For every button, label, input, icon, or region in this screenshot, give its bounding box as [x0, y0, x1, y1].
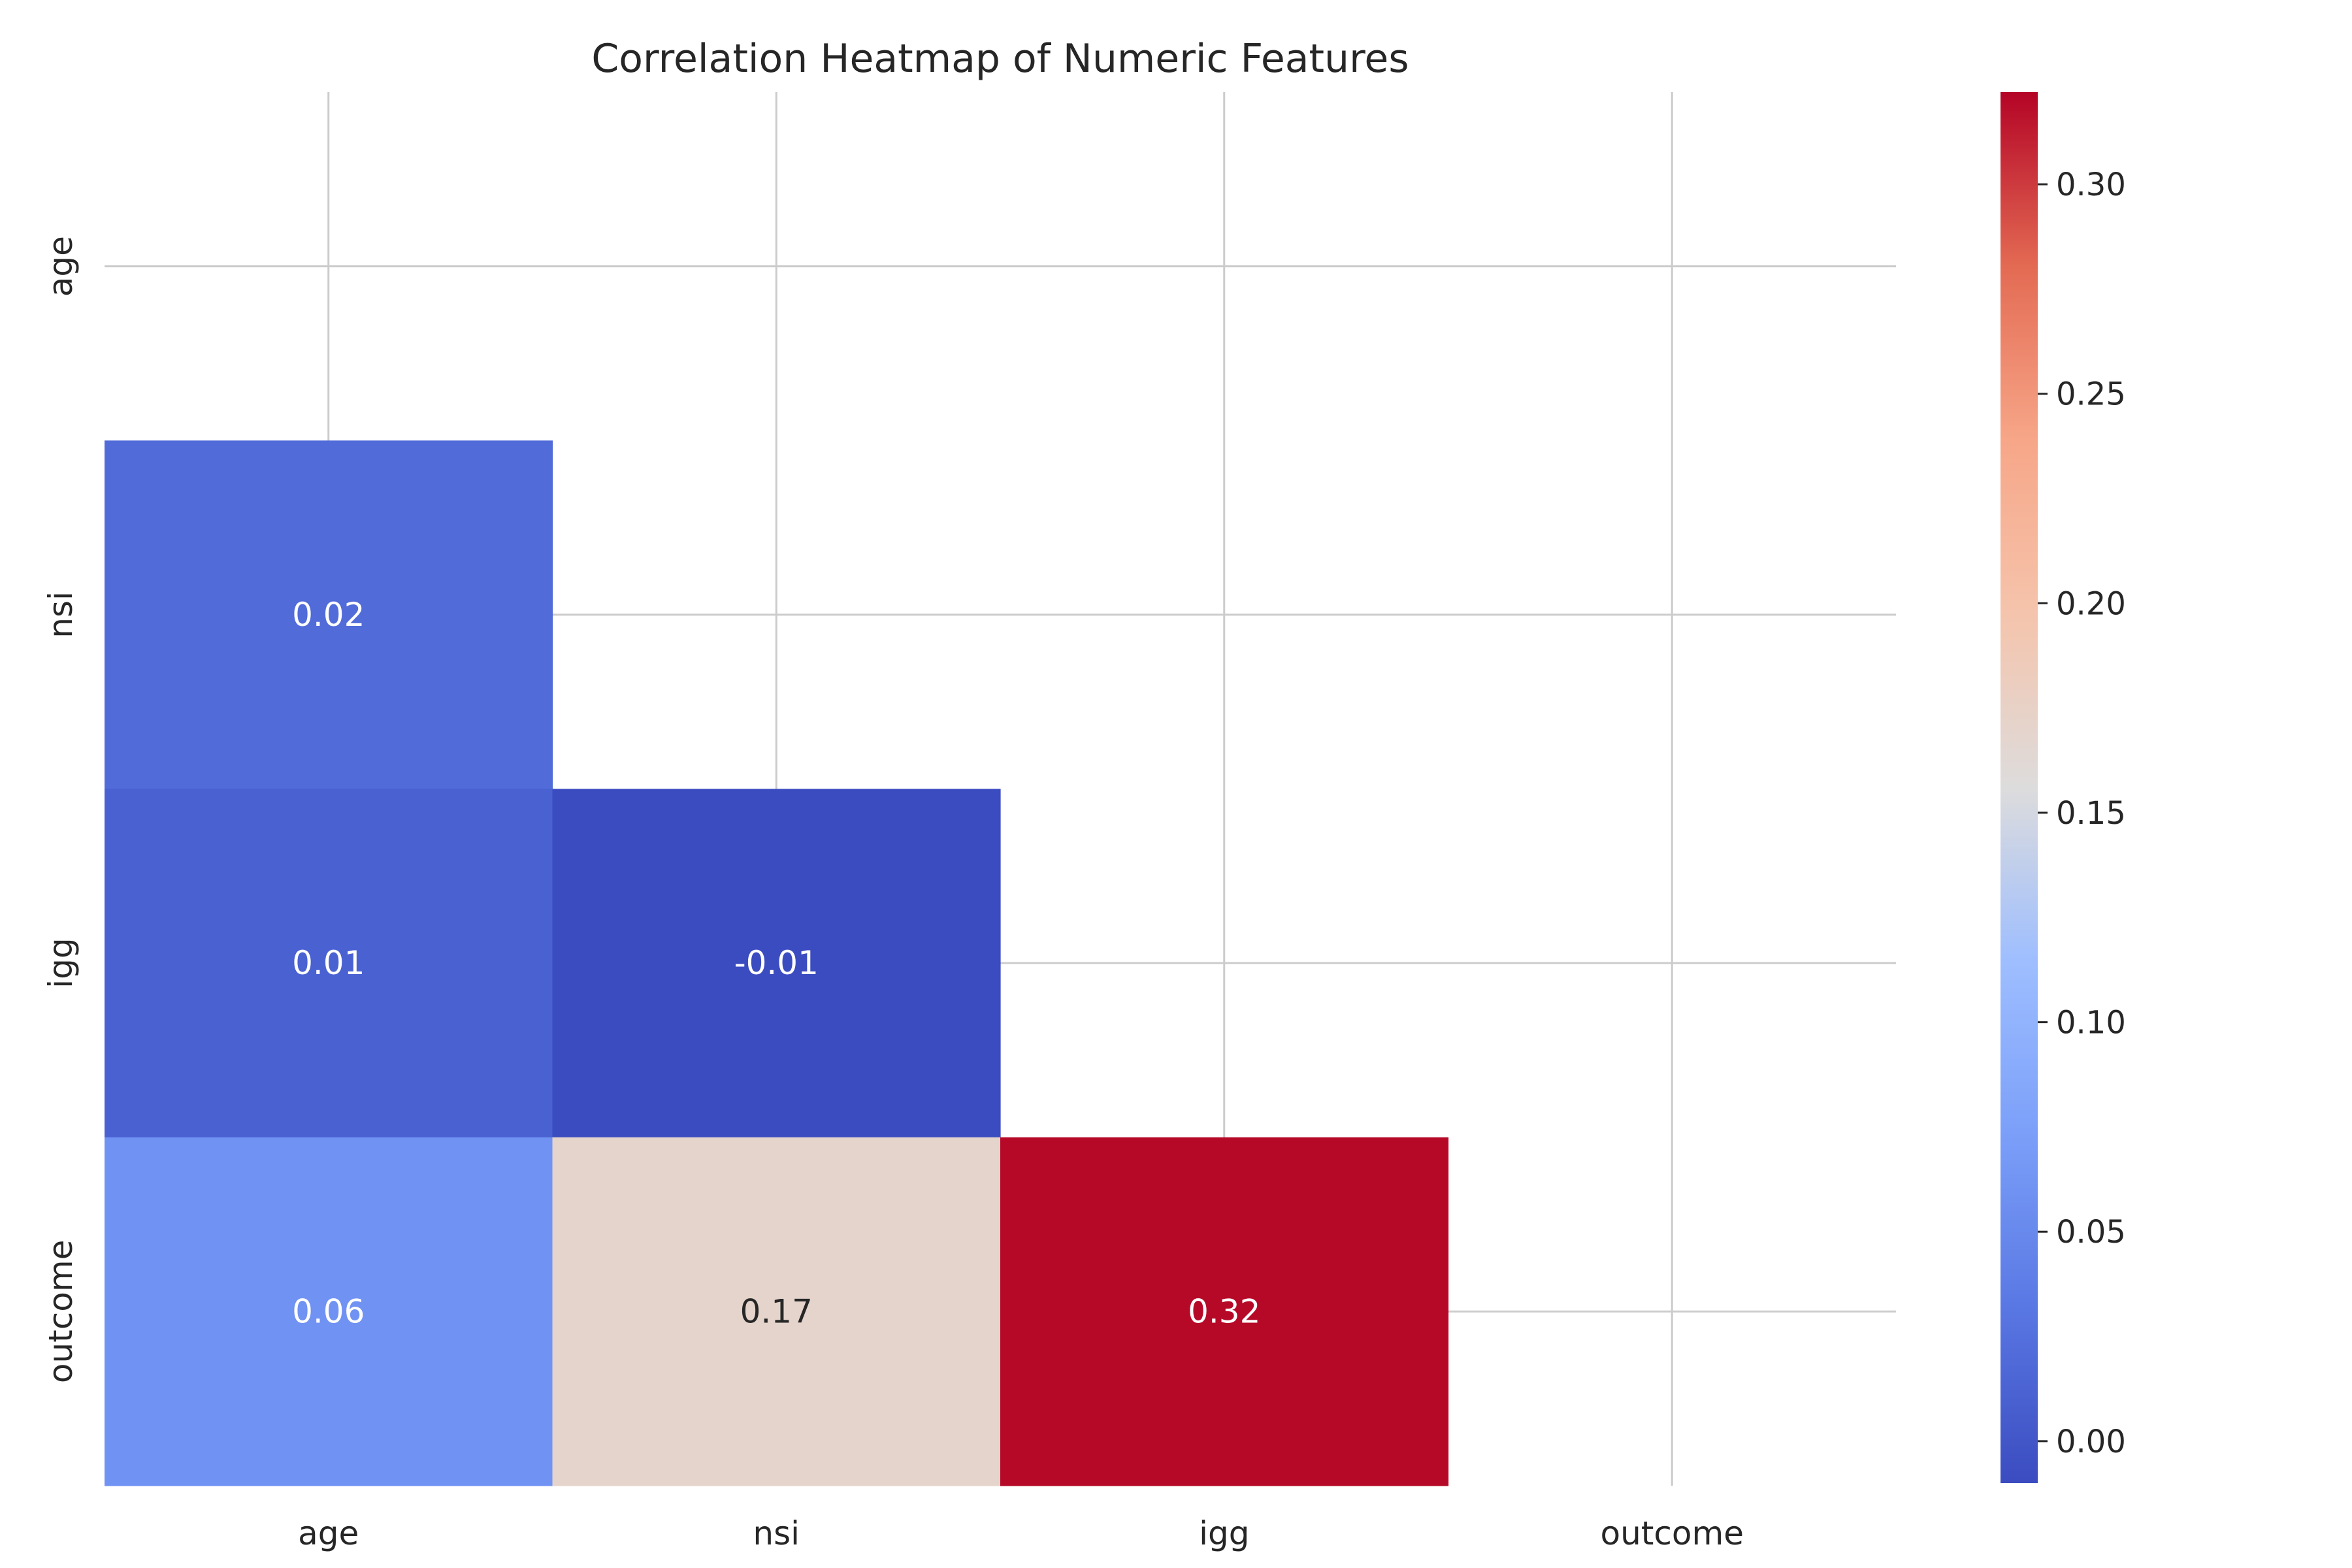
cell-label-outcome-igg: 0.32	[1188, 1292, 1260, 1330]
y-tick-labels: age nsi igg outcome	[42, 236, 80, 1383]
cell-label-outcome-age: 0.06	[292, 1292, 365, 1330]
y-tick-label-igg: igg	[42, 938, 80, 988]
heatmap-cell-outcome-nsi	[552, 1137, 1001, 1486]
x-tick-label-nsi: nsi	[753, 1514, 800, 1552]
heatmap-cells: 0.02 0.01 -0.01 0.06 0.17 0.32	[105, 440, 1449, 1486]
colorbar-tick-label: 0.20	[2056, 585, 2126, 622]
heatmap-cell-igg-age	[105, 789, 553, 1138]
colorbar-tick-label: 0.00	[2056, 1424, 2126, 1460]
x-tick-label-age: age	[298, 1514, 359, 1552]
y-tick-label-age: age	[42, 236, 80, 297]
heatmap-cell-igg-nsi	[552, 789, 1001, 1138]
cell-label-outcome-nsi: 0.17	[740, 1292, 813, 1330]
colorbar-tick-label: 0.30	[2056, 167, 2126, 203]
heatmap-cell-outcome-age	[105, 1137, 553, 1486]
heatmap-cell-nsi-age	[105, 440, 553, 790]
x-tick-label-outcome: outcome	[1601, 1514, 1744, 1552]
x-tick-label-igg: igg	[1199, 1514, 1249, 1552]
y-tick-label-nsi: nsi	[42, 591, 80, 638]
colorbar-tick-label: 0.25	[2056, 376, 2126, 413]
colorbar: 0.00 0.05 0.10 0.15 0.20 0.25 0.30	[2001, 92, 2126, 1483]
cell-label-nsi-age: 0.02	[292, 596, 365, 634]
colorbar-tick-label: 0.15	[2056, 795, 2126, 832]
cell-label-igg-age: 0.01	[292, 944, 365, 982]
colorbar-tick-label: 0.05	[2056, 1214, 2126, 1250]
cell-label-igg-nsi: -0.01	[734, 944, 819, 982]
colorbar-gradient	[2001, 92, 2038, 1483]
heatmap-cell-outcome-igg	[1000, 1137, 1449, 1486]
x-tick-labels: age nsi igg outcome	[298, 1514, 1744, 1552]
chart-title: Correlation Heatmap of Numeric Features	[591, 36, 1409, 82]
colorbar-tick-label: 0.10	[2056, 1005, 2126, 1041]
y-tick-label-outcome: outcome	[42, 1240, 80, 1383]
